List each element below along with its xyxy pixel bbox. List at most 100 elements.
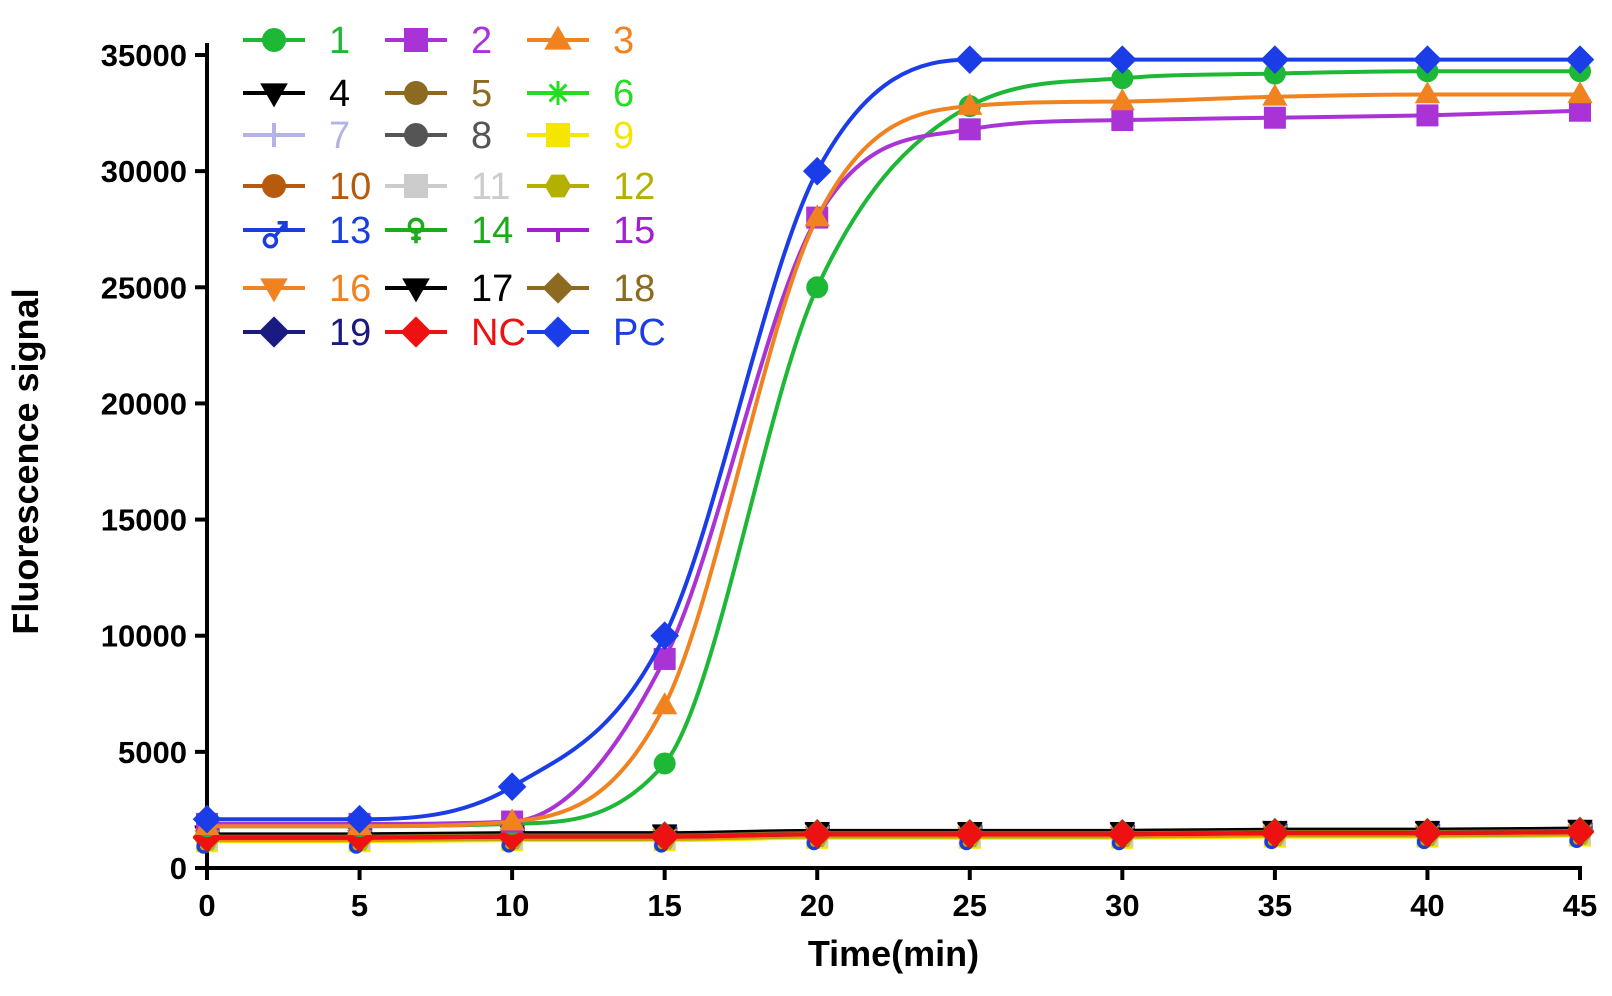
legend-item-4-marker <box>260 83 288 108</box>
series-pc <box>192 45 1595 834</box>
x-tick-label: 20 <box>800 888 834 923</box>
x-tick-label: 15 <box>647 888 681 923</box>
x-tick-label: 45 <box>1563 888 1597 923</box>
legend-item-19: 19 <box>243 312 371 354</box>
legend-item-16-marker <box>260 278 288 303</box>
legend-item-nc: NC <box>385 312 526 354</box>
legend-item-8-label: 8 <box>471 115 492 157</box>
legend-item-4-label: 4 <box>329 73 350 115</box>
y-tick-label: 35000 <box>101 38 187 73</box>
series-nc-point <box>192 823 222 853</box>
legend-item-nc-marker <box>400 316 432 348</box>
series-nc-point <box>1413 818 1442 848</box>
legend-item-12: 12 <box>527 166 655 208</box>
legend-item-1: 1 <box>243 20 350 62</box>
series-pc-point <box>497 772 527 801</box>
legend-item-16: 16 <box>243 268 371 310</box>
series-nc-point <box>1108 820 1137 849</box>
series-pc-point <box>1108 45 1137 74</box>
y-tick-label: 20000 <box>101 386 187 421</box>
legend-item-11-label: 11 <box>471 166 510 208</box>
y-tick-label: 5000 <box>118 735 187 770</box>
legend-item-nc-label: NC <box>471 312 526 354</box>
legend-item-9: 9 <box>527 115 634 157</box>
legend-item-13-marker <box>262 221 288 249</box>
legend-item-pc-marker <box>542 316 574 348</box>
legend-item-15-marker <box>546 228 570 242</box>
series-pc-point <box>192 804 222 834</box>
series-nc-point <box>345 823 374 853</box>
legend-item-4: 4 <box>243 73 350 115</box>
series-2-point <box>1416 104 1439 127</box>
legend-item-7-label: 7 <box>329 115 350 157</box>
legend-item-1-marker <box>262 28 286 52</box>
legend-item-7-marker <box>262 123 286 147</box>
series-2-point <box>653 647 676 670</box>
y-tick-label: 15000 <box>101 503 187 538</box>
series-2-point <box>1111 109 1134 132</box>
legend-item-9-label: 9 <box>613 115 634 157</box>
series-2-point <box>958 118 981 141</box>
series-2 <box>196 99 1591 835</box>
series-2-line <box>207 108 1581 826</box>
legend-item-9-marker <box>546 123 570 147</box>
legend-item-2: 2 <box>385 20 492 62</box>
legend-item-17: 17 <box>385 268 513 310</box>
series-nc-point <box>1260 818 1290 848</box>
legend-item-1-label: 1 <box>329 20 350 62</box>
legend-item-19-label: 19 <box>329 312 371 354</box>
series-3-line <box>206 92 1580 829</box>
legend-item-15-label: 15 <box>613 210 655 252</box>
legend-item-16-label: 16 <box>329 268 371 310</box>
x-tick-label: 30 <box>1105 888 1139 923</box>
series-pc-point <box>650 621 679 651</box>
series-3-point <box>804 204 830 227</box>
legend-item-5: 5 <box>385 73 492 115</box>
series-1-point <box>653 752 676 775</box>
series-3-point <box>1414 81 1441 104</box>
legend-item-7: 7 <box>243 115 350 157</box>
legend-item-17-marker <box>402 278 430 303</box>
series-3-point <box>1109 88 1135 111</box>
legend-item-14-marker <box>407 217 425 244</box>
x-tick-label: 5 <box>351 888 368 923</box>
y-tick-label: 30000 <box>101 154 187 189</box>
legend-item-13: 13 <box>243 210 371 252</box>
legend-item-5-label: 5 <box>471 73 492 115</box>
legend-item-6-marker <box>546 81 570 105</box>
legend-item-12-label: 12 <box>613 166 655 208</box>
series-nc-line <box>206 829 1581 840</box>
series-3-point <box>499 808 525 831</box>
legend-item-6-label: 6 <box>613 73 634 115</box>
legend-item-3-label: 3 <box>613 20 634 62</box>
legend-item-10-label: 10 <box>329 166 371 208</box>
series-1-point <box>1111 67 1134 90</box>
x-tick-label: 40 <box>1410 888 1444 923</box>
series-3-point <box>652 692 678 715</box>
legend-item-11: 11 <box>385 166 510 208</box>
legend-item-8: 8 <box>385 115 492 157</box>
axes: Time(min) Fluorescence signal 0 5 10 15 20 25… <box>5 38 1597 974</box>
series-2-point <box>1263 106 1286 129</box>
series-nc-point <box>1565 817 1595 847</box>
x-tick-label: 0 <box>198 888 215 923</box>
legend-item-11-marker <box>404 174 428 198</box>
legend-item-pc: PC <box>527 312 666 354</box>
series-pc-point <box>802 156 832 186</box>
series-3-point <box>1262 83 1288 106</box>
x-axis-title: Time(min) <box>808 933 979 974</box>
legend-item-10-marker <box>262 174 286 198</box>
y-tick-label: 10000 <box>101 619 187 654</box>
legend-item-2-label: 2 <box>471 20 492 62</box>
legend-item-13-label: 13 <box>329 210 371 252</box>
series-layer <box>192 45 1595 854</box>
series-1-point <box>806 276 829 299</box>
series-pc-point <box>1413 45 1442 74</box>
legend-item-5-marker <box>404 81 428 105</box>
series-3-point <box>1567 81 1593 104</box>
legend-item-14-label: 14 <box>471 210 513 252</box>
y-tick-label: 0 <box>170 851 187 886</box>
legend-item-12-marker <box>544 174 572 198</box>
